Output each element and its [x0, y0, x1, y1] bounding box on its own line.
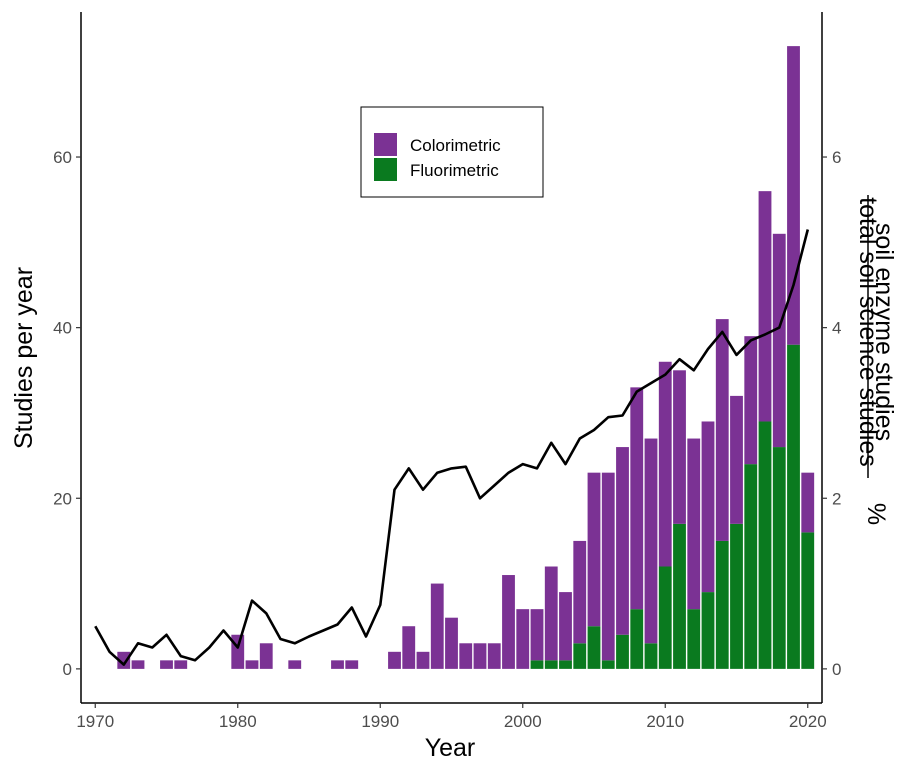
bar-fluorimetric-2019 — [787, 344, 800, 669]
y2-tick-label-2: 2 — [832, 489, 841, 508]
y-tick-label-40: 40 — [53, 319, 72, 338]
bar-colorimetric-2001 — [530, 609, 544, 661]
bar-colorimetric-1997 — [473, 643, 487, 669]
bar-colorimetric-1981 — [245, 660, 259, 669]
bar-fluorimetric-2013 — [701, 592, 715, 669]
bar-fluorimetric-2004 — [573, 643, 587, 669]
x-tick-label-1970: 1970 — [76, 712, 114, 731]
bar-colorimetric-2003 — [559, 592, 572, 661]
x-tick-label-2000: 2000 — [504, 712, 542, 731]
bar-colorimetric-2013 — [701, 421, 715, 593]
bar-colorimetric-2000 — [516, 609, 530, 669]
bar-colorimetric-2011 — [673, 370, 686, 524]
bar-colorimetric-1991 — [388, 651, 401, 669]
ratio-line-layer — [94, 229, 810, 666]
bar-colorimetric-2014 — [715, 319, 729, 541]
bar-colorimetric-1976 — [174, 660, 188, 669]
bar-fluorimetric-2015 — [730, 523, 743, 669]
bar-colorimetric-1972 — [117, 651, 131, 669]
bar-fluorimetric-2010 — [658, 566, 672, 669]
bar-fluorimetric-2002 — [544, 660, 558, 669]
bar-colorimetric-1980 — [231, 634, 245, 669]
bar-colorimetric-1996 — [459, 643, 473, 669]
bar-colorimetric-2005 — [587, 472, 601, 627]
legend-swatch-fluorimetric — [374, 158, 397, 181]
legend-label-colorimetric: Colorimetric — [410, 136, 501, 155]
bar-fluorimetric-2018 — [772, 447, 786, 669]
bar-colorimetric-2018 — [772, 233, 786, 448]
bar-colorimetric-2010 — [658, 361, 672, 567]
bar-fluorimetric-2008 — [630, 609, 644, 669]
bar-colorimetric-1984 — [288, 660, 302, 669]
bar-fluorimetric-2020 — [801, 532, 815, 669]
bar-fluorimetric-2005 — [587, 626, 601, 669]
x-axis-title: Year — [425, 734, 476, 762]
x-tick-label-2010: 2010 — [646, 712, 684, 731]
bar-colorimetric-2007 — [616, 447, 629, 635]
bar-colorimetric-2002 — [544, 566, 558, 661]
x-tick-label-1990: 1990 — [361, 712, 399, 731]
ratio-line — [94, 229, 810, 666]
bar-fluorimetric-2007 — [616, 634, 629, 669]
bar-colorimetric-1982 — [259, 643, 273, 669]
bar-colorimetric-2004 — [573, 540, 587, 644]
bar-colorimetric-1993 — [416, 651, 430, 669]
bar-colorimetric-2020 — [801, 472, 815, 533]
bar-fluorimetric-2017 — [758, 421, 772, 669]
right-axis-title-denominator: total soil science studies — [854, 197, 882, 467]
bar-fluorimetric-2003 — [559, 660, 572, 669]
bar-colorimetric-1973 — [131, 660, 145, 669]
y-tick-label-20: 20 — [53, 489, 72, 508]
bar-colorimetric-1992 — [402, 626, 416, 669]
legend-label-fluorimetric: Fluorimetric — [410, 161, 499, 180]
right-axis-title-numerator: soil enzyme studies — [870, 223, 898, 441]
bar-colorimetric-2008 — [630, 387, 644, 610]
bar-colorimetric-2009 — [644, 438, 658, 644]
bar-fluorimetric-2016 — [744, 464, 758, 669]
bar-colorimetric-1998 — [487, 643, 501, 669]
bar-fluorimetric-2012 — [687, 609, 701, 669]
y2-tick-label-6: 6 — [832, 148, 841, 167]
y-axis-title: Studies per year — [10, 267, 38, 449]
bar-colorimetric-2015 — [730, 395, 743, 524]
y2-tick-label-4: 4 — [832, 319, 841, 338]
bar-colorimetric-2012 — [687, 438, 701, 610]
right-axis-title-unit: % — [862, 503, 890, 525]
bar-fluorimetric-2009 — [644, 643, 658, 669]
bar-colorimetric-2017 — [758, 191, 772, 422]
bar-fluorimetric-2001 — [530, 660, 544, 669]
bar-fluorimetric-2014 — [715, 540, 729, 669]
legend-swatch-colorimetric — [374, 133, 397, 156]
bar-colorimetric-1999 — [502, 575, 515, 669]
bar-colorimetric-1994 — [430, 583, 444, 669]
bar-colorimetric-2006 — [601, 472, 615, 661]
legend: Colorimetric Fluorimetric — [360, 106, 544, 198]
bar-fluorimetric-2006 — [601, 660, 615, 669]
bar-fluorimetric-2011 — [673, 523, 686, 669]
bar-colorimetric-1995 — [445, 617, 458, 669]
axes-layer — [80, 12, 823, 704]
x-tick-label-1980: 1980 — [219, 712, 257, 731]
y-tick-label-60: 60 — [53, 148, 72, 167]
bar-colorimetric-1988 — [345, 660, 359, 669]
right-axis-title: soil enzyme studies total soil science s… — [854, 195, 898, 525]
bar-colorimetric-1987 — [331, 660, 344, 669]
x-tick-label-2020: 2020 — [789, 712, 827, 731]
bar-colorimetric-2016 — [744, 336, 758, 465]
y2-tick-label-0: 0 — [832, 660, 841, 679]
bar-colorimetric-1975 — [160, 660, 173, 669]
y-tick-label-0: 0 — [63, 660, 72, 679]
ticks-layer: 1970 1980 1990 2000 2010 2020 0 20 40 60 0 2 4 6 — [53, 148, 841, 731]
